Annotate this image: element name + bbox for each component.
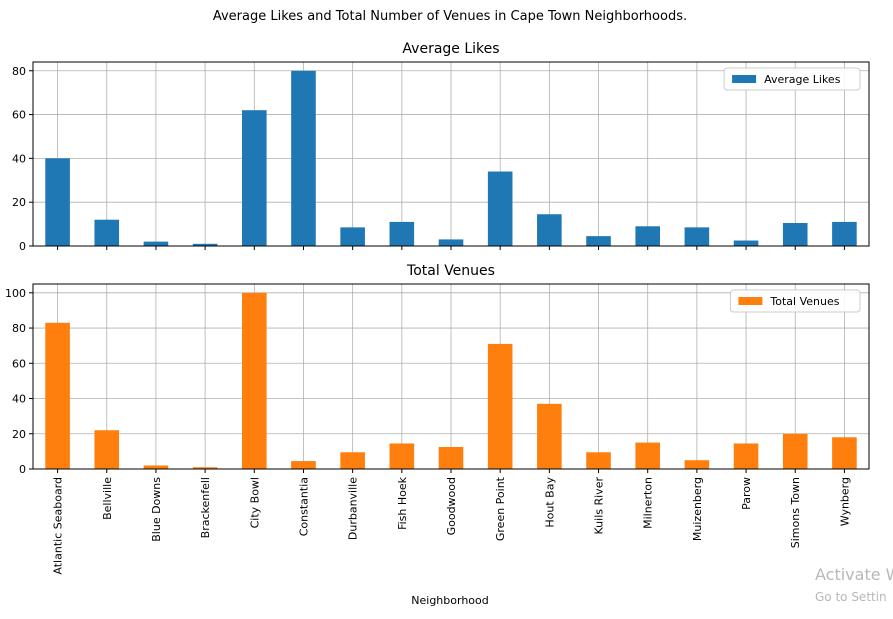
legend-label: Total Venues [769, 295, 839, 308]
bar-total-venues-0 [45, 322, 70, 469]
bar-average-likes-2 [143, 241, 169, 246]
bar-total-venues-5 [291, 461, 316, 469]
bar-average-likes-8 [438, 239, 464, 246]
y-tick-label: 100 [5, 287, 26, 300]
x-tick-label: Green Point [494, 476, 507, 541]
bar-total-venues-13 [684, 460, 710, 469]
x-axis-label: Neighborhood [411, 594, 488, 607]
subplot-average-likes: Average Likes 0 20 40 60 80 Average Likes [12, 41, 870, 253]
x-tick-label: Goodwood [445, 477, 458, 535]
bar-total-venues-6 [340, 452, 365, 469]
bar-total-venues-4 [242, 292, 267, 469]
bar-average-likes-11 [586, 236, 611, 246]
bar-average-likes-1 [94, 219, 120, 246]
y-tick-label: 60 [12, 109, 26, 122]
x-tick-labels: Atlantic Seaboard Bellville Blue Downs Brac… [52, 476, 852, 574]
bar-total-venues-9 [487, 343, 513, 469]
activation-watermark-title: Activate W [815, 565, 893, 584]
bar-total-venues-10 [537, 403, 562, 469]
bar-average-likes-6 [340, 227, 365, 246]
x-tick-label: Muizenberg [691, 477, 704, 541]
bar-average-likes-9 [487, 171, 513, 246]
bar-total-venues-1 [94, 430, 120, 469]
bar-total-venues-16 [832, 437, 857, 469]
x-tick-label: Parow [740, 477, 753, 510]
bar-average-likes-13 [684, 227, 710, 246]
legend-swatch [732, 75, 757, 83]
x-tick-label: Bellville [101, 477, 114, 520]
y-tick-label: 80 [12, 322, 26, 335]
bar-average-likes-4 [242, 110, 267, 246]
legend-label: Average Likes [764, 73, 841, 86]
x-tick-label: Wynberg [838, 477, 851, 526]
x-tick-label: Simons Town [789, 477, 802, 548]
x-tick-label: Constantia [297, 477, 310, 536]
x-tick-label: Atlantic Seaboard [52, 477, 65, 575]
subplot-title: Average Likes [402, 41, 499, 57]
legend-box [723, 67, 861, 91]
x-tick-label: Hout Bay [543, 477, 556, 528]
y-tick-label: 60 [12, 357, 26, 370]
y-tick-label: 0 [19, 463, 26, 476]
bar-average-likes-15 [782, 223, 808, 246]
bar-average-likes-0 [45, 158, 70, 246]
bar-total-venues-15 [782, 433, 808, 469]
bar-average-likes-12 [635, 226, 660, 246]
x-tick-label: Milnerton [642, 477, 655, 529]
y-tick-label: 20 [12, 196, 26, 209]
x-tick-label: Fish Hoek [396, 476, 409, 530]
bar-total-venues-7 [389, 443, 415, 469]
bar-average-likes-3 [192, 243, 218, 246]
y-tick-label: 40 [12, 152, 26, 165]
bar-average-likes-14 [733, 240, 759, 246]
y-tick-label: 20 [12, 428, 26, 441]
bar-total-venues-3 [192, 467, 218, 469]
bar-average-likes-7 [389, 221, 415, 246]
x-tick-label: Durbanville [347, 477, 360, 540]
bar-average-likes-5 [291, 70, 316, 246]
x-tick-label: Brackenfell [199, 477, 212, 538]
y-tick-label: 40 [12, 393, 26, 406]
bar-average-likes-16 [832, 221, 857, 246]
x-tick-label: City Bowl [248, 477, 261, 528]
bar-average-likes-10 [537, 214, 562, 246]
chart-suptitle: Average Likes and Total Number of Venues… [213, 9, 687, 24]
subplot-total-venues: Total Venues 0 20 40 60 80 100 Total Venues [5, 263, 870, 476]
bar-total-venues-11 [586, 452, 611, 469]
bar-total-venues-8 [438, 446, 464, 469]
y-tick-label: 0 [19, 240, 26, 253]
legend-swatch [738, 297, 763, 305]
subplot-title: Total Venues [406, 263, 495, 279]
legend-box [729, 289, 861, 313]
x-tick-label: Kuils River [593, 477, 606, 535]
bar-total-venues-2 [143, 465, 169, 469]
bar-total-venues-12 [635, 442, 660, 469]
y-tick-label: 80 [12, 65, 26, 78]
bar-total-venues-14 [733, 443, 759, 469]
activation-watermark-subtitle: Go to Settin [815, 590, 887, 604]
x-tick-label: Blue Downs [150, 477, 163, 542]
